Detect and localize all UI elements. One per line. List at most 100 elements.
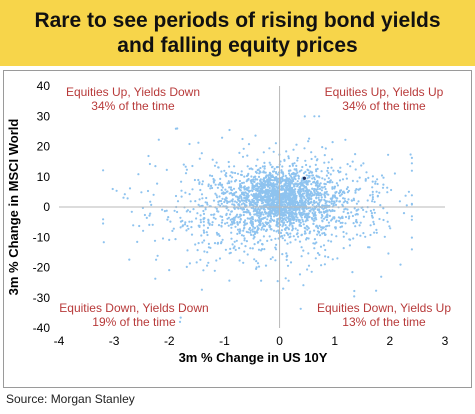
scatter-point [324,248,327,252]
scatter-point [215,194,218,197]
scatter-point [305,237,308,240]
scatter-point [288,218,291,221]
scatter-point [262,235,265,238]
scatter-point [211,158,214,161]
scatter-points [102,115,413,323]
scatter-point [305,174,308,177]
scatter-point [198,157,201,160]
scatter-point [233,165,236,168]
scatter-point [202,269,205,272]
scatter-point [318,230,321,234]
scatter-point [380,174,384,177]
scatter-point [337,169,340,172]
scatter-point [274,197,277,200]
scatter-point [241,137,244,141]
scatter-point [313,115,316,118]
scatter-point [280,204,283,207]
scatter-point [259,214,262,217]
scatter-point [352,237,355,240]
scatter-point [362,232,365,235]
scatter-point [282,217,286,220]
scatter-point [347,217,350,220]
scatter-point [282,172,285,176]
scatter-point [261,211,264,214]
scatter-point [282,223,285,226]
scatter-point [399,263,402,266]
scatter-point [318,253,321,256]
scatter-point [303,210,306,213]
scatter-point [192,208,195,211]
scatter-point [235,201,238,204]
scatter-point [274,191,277,195]
scatter-point [256,214,259,217]
scatter-point [338,179,342,182]
scatter-point [283,178,287,181]
scatter-point [185,210,188,213]
scatter-point [324,216,327,219]
scatter-point [313,229,316,232]
scatter-point [193,178,196,182]
scatter-point [404,194,407,197]
scatter-point [369,194,372,197]
scatter-point [353,207,356,210]
scatter-point [191,188,194,191]
scatter-point [207,261,210,264]
scatter-point [239,213,242,216]
scatter-point [268,225,271,228]
scatter-point [310,197,313,200]
scatter-point [333,187,336,190]
scatter-point [328,204,331,207]
scatter-point [410,248,413,251]
scatter-point [161,237,165,240]
scatter-point [310,151,313,154]
scatter-point [320,264,323,267]
scatter-point [136,240,139,243]
scatter-point [312,222,315,225]
x-tick-label: -1 [219,334,230,348]
scatter-point [243,196,246,200]
scatter-point [240,242,243,245]
scatter-point [179,220,183,223]
scatter-point [402,212,406,215]
scatter-point [269,228,272,231]
scatter-point [342,247,345,250]
scatter-point [230,237,233,240]
scatter-point [294,227,297,230]
scatter-point [258,210,261,214]
scatter-point [288,177,291,180]
scatter-point [246,217,249,220]
scatter-point [323,178,326,181]
scatter-point [249,247,252,250]
scatter-point [286,264,290,267]
scatter-point [252,193,255,196]
scatter-point [270,204,273,207]
scatter-point [319,245,323,248]
scatter-point [318,224,321,227]
scatter-point [234,200,237,203]
scatter-point [240,234,244,237]
scatter-point [329,210,332,213]
scatter-point [319,199,322,202]
scatter-point [322,217,326,220]
scatter-point [330,233,333,236]
scatter-point [352,197,355,200]
scatter-point [199,221,202,224]
scatter-point [251,247,254,250]
scatter-point [354,191,357,194]
scatter-point [282,195,285,198]
x-tick-label: 2 [387,334,394,348]
scatter-point [273,167,276,170]
scatter-point [315,194,318,197]
scatter-point [300,197,303,200]
scatter-point [266,218,269,221]
scatter-point [283,188,286,192]
scatter-point [313,217,316,220]
x-tick-label: 0 [276,334,283,348]
scatter-point [341,178,345,181]
scatter-point [268,197,271,200]
scatter-point [246,179,249,182]
scatter-point [355,221,359,224]
scatter-point [259,239,262,242]
scatter-point [261,181,264,184]
scatter-point [312,219,315,222]
